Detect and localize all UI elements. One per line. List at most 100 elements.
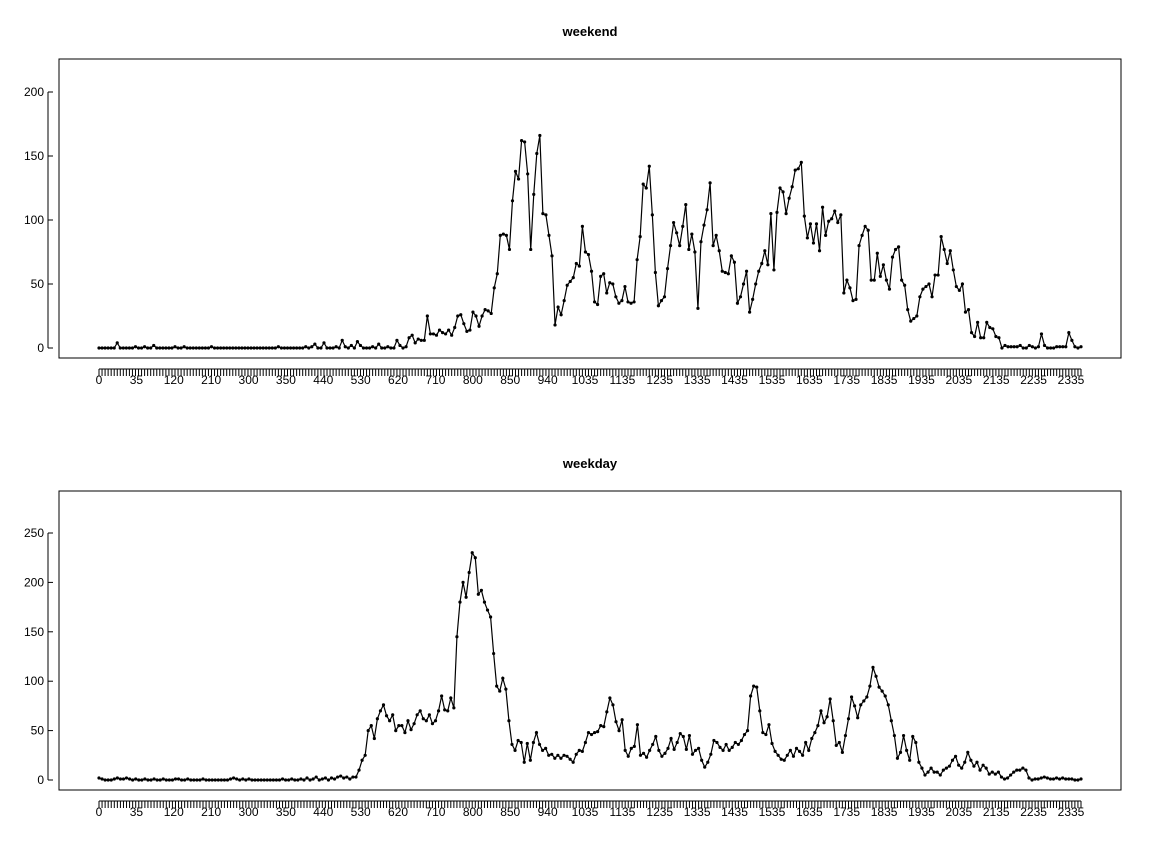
x-tick-label: 2335 [1058, 805, 1085, 819]
data-point [313, 342, 317, 346]
data-point [189, 778, 193, 782]
data-point [343, 345, 347, 349]
x-tick-label: 2335 [1058, 373, 1085, 387]
data-point [326, 778, 331, 782]
data-point [492, 651, 496, 656]
data-point [164, 346, 168, 350]
data-point [371, 345, 375, 349]
data-point [1033, 777, 1037, 781]
data-point [401, 346, 405, 350]
data-point [586, 252, 591, 257]
data-point [908, 758, 912, 762]
data-point [1024, 346, 1028, 350]
data-point [149, 778, 153, 782]
data-point [470, 551, 474, 555]
data-point [310, 345, 314, 349]
x-tick-label: 850 [500, 805, 520, 819]
data-point [687, 733, 692, 738]
data-point [653, 270, 657, 275]
data-point [745, 729, 750, 733]
data-point [158, 346, 162, 350]
x-tick-label: 1535 [759, 805, 786, 819]
data-point [459, 313, 463, 317]
data-point [778, 186, 782, 190]
data-point [360, 758, 364, 762]
data-point [730, 745, 734, 750]
data-point [813, 730, 817, 735]
data-point [623, 284, 627, 289]
data-point [427, 713, 431, 717]
data-point [291, 346, 296, 350]
data-point [282, 346, 287, 350]
data-point [641, 182, 645, 186]
data-point [562, 753, 566, 757]
data-point [727, 748, 731, 752]
data-point [173, 777, 178, 781]
data-point [941, 768, 945, 772]
data-point [504, 233, 508, 237]
data-point [276, 345, 280, 349]
data-point [886, 703, 890, 707]
data-point [323, 776, 327, 780]
data-point [1061, 345, 1065, 349]
data-point [678, 731, 682, 736]
data-point [519, 740, 523, 745]
data-point [507, 247, 512, 252]
data-point [589, 732, 594, 737]
data-point [416, 337, 420, 341]
data-point [715, 740, 719, 745]
data-point [969, 331, 974, 335]
data-point [761, 730, 765, 735]
x-tick-label: 2135 [983, 805, 1010, 819]
data-point [207, 778, 211, 782]
data-point [296, 778, 300, 782]
x-tick-label: 1635 [796, 373, 823, 387]
data-point [526, 172, 530, 176]
data-point [799, 160, 803, 164]
data-point [632, 744, 636, 749]
data-point [237, 346, 241, 350]
y-tick-label: 150 [24, 625, 44, 639]
data-point [764, 732, 768, 737]
data-point [976, 320, 980, 324]
data-point [657, 748, 661, 752]
data-point [186, 777, 190, 781]
data-point [298, 346, 302, 350]
data-point [663, 751, 667, 755]
data-point [817, 249, 822, 253]
data-point [729, 254, 733, 258]
x-tick-label: 1335 [684, 373, 711, 387]
data-point [127, 777, 132, 781]
y-tick-label: 0 [37, 773, 44, 787]
data-point [351, 775, 355, 779]
data-point [258, 346, 262, 350]
data-point [862, 699, 866, 703]
data-point [305, 776, 309, 780]
data-point [299, 777, 303, 781]
data-point [510, 742, 514, 747]
data-point [665, 267, 670, 271]
data-point [430, 722, 435, 726]
data-point [963, 760, 967, 764]
data-point [620, 299, 624, 303]
x-tick-label: 120 [164, 373, 184, 387]
data-point [808, 222, 813, 226]
data-point [332, 777, 337, 781]
data-point [868, 684, 872, 688]
data-point [349, 343, 353, 348]
data-point [477, 324, 481, 328]
x-tick-label: 1935 [908, 805, 935, 819]
data-point [732, 260, 737, 264]
data-point [814, 222, 819, 226]
data-point [1036, 777, 1040, 781]
data-point [1045, 346, 1050, 350]
data-point [1049, 346, 1053, 350]
data-point [945, 261, 949, 266]
x-tick-label: 1835 [871, 373, 898, 387]
data-point [875, 251, 879, 255]
data-point [782, 758, 786, 762]
data-point [738, 295, 743, 299]
data-point [1021, 346, 1025, 350]
data-point [1054, 776, 1059, 780]
data-point [255, 346, 259, 350]
